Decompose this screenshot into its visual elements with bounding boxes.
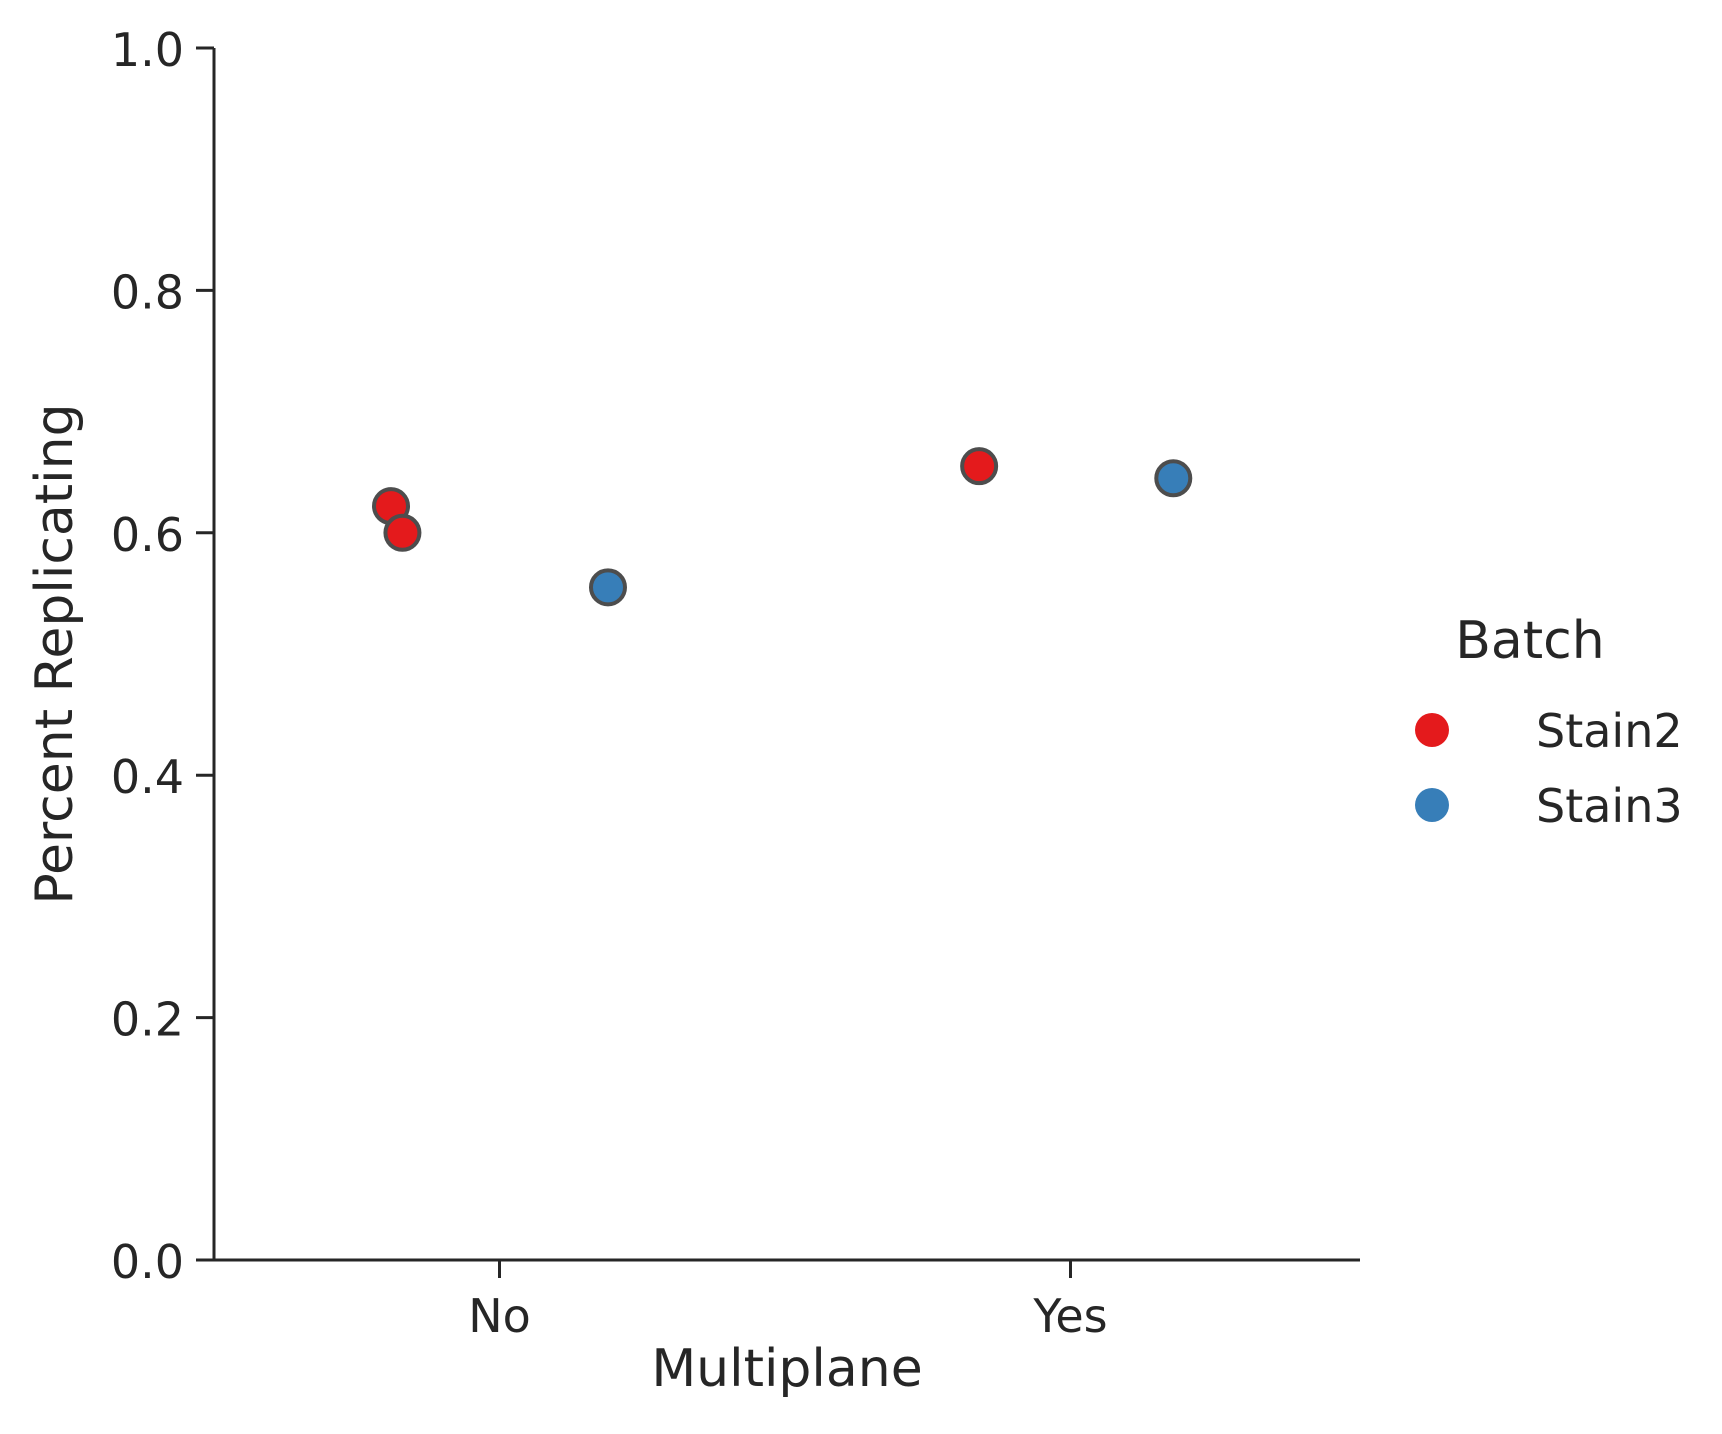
axes: 0.0 0.2 0.4 0.6 0.8 1.0 No Yes — [111, 23, 1360, 1343]
y-tick-label: 1.0 — [111, 23, 184, 77]
data-points — [372, 447, 1193, 607]
x-tick-label: No — [468, 1289, 531, 1343]
legend-label-stain3: Stain3 — [1536, 779, 1683, 833]
legend-marker-stain2 — [1415, 713, 1449, 747]
point-stain2-yes — [960, 447, 999, 486]
legend-marker-stain3 — [1415, 788, 1449, 822]
y-tick-label: 0.8 — [111, 265, 184, 319]
y-tick-label: 0.2 — [111, 993, 184, 1047]
legend-label-stain2: Stain2 — [1536, 704, 1683, 758]
x-axis-label: Multiplane — [651, 1339, 922, 1399]
legend-title: Batch — [1455, 611, 1604, 671]
point-stain2-no — [383, 513, 422, 552]
y-tick-label: 0.0 — [111, 1235, 184, 1289]
x-tick-label: Yes — [1032, 1289, 1107, 1343]
y-tick-label: 0.6 — [111, 508, 184, 562]
point-stain3-no — [588, 568, 627, 607]
y-axis-label: Percent Replicating — [25, 403, 85, 904]
point-stain3-yes — [1154, 459, 1193, 498]
legend: Batch Stain2 Stain3 — [1415, 611, 1683, 833]
y-tick-label: 0.4 — [111, 750, 184, 804]
